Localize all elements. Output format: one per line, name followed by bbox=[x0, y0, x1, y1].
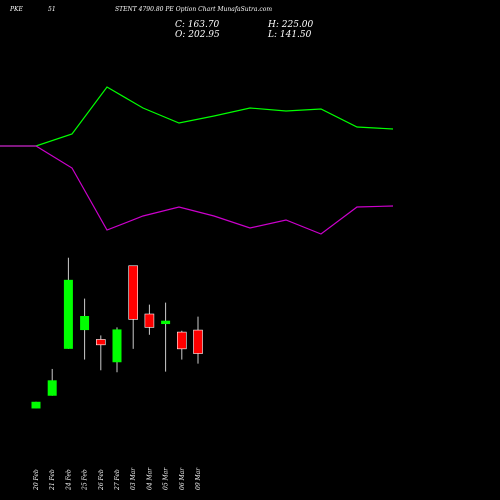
candle-body bbox=[144, 313, 155, 328]
candle-body bbox=[112, 329, 122, 363]
open-value-label: O: 202.95 bbox=[175, 30, 220, 40]
x-tick-label: 24 Feb bbox=[65, 469, 72, 491]
x-tick-label: 09 Mar bbox=[195, 467, 202, 490]
x-tick-label: 25 Feb bbox=[82, 469, 89, 491]
x-tick-label: 04 Mar bbox=[146, 467, 153, 490]
x-tick-label: 05 Mar bbox=[163, 467, 170, 490]
lower-band-line bbox=[0, 145, 394, 235]
high-value-label: H: 225.00 bbox=[267, 20, 314, 30]
candle-body bbox=[31, 401, 41, 409]
candles-group bbox=[31, 257, 203, 409]
low-value-label: L: 141.50 bbox=[267, 30, 312, 40]
x-tick-label: 06 Mar bbox=[179, 467, 186, 490]
x-tick-label: 27 Feb bbox=[114, 469, 121, 491]
upper-band-line bbox=[0, 86, 394, 147]
candle-body bbox=[161, 320, 171, 325]
x-tick-label: 20 Feb bbox=[33, 469, 40, 491]
candle-body bbox=[47, 380, 57, 396]
header-symbol: PKE bbox=[9, 6, 24, 13]
candle-body bbox=[193, 329, 203, 354]
chart-title: STENT 4790.80 PE Option Chart MunafaSutr… bbox=[115, 6, 272, 13]
x-tick-label: 26 Feb bbox=[98, 469, 105, 491]
candle-body bbox=[96, 339, 106, 346]
candle-body bbox=[80, 316, 90, 331]
x-axis-tick-labels: 20 Feb 21 Feb 24 Feb 25 Feb 26 Feb 27 Feb 03 M… bbox=[33, 467, 202, 491]
header-51: 51 bbox=[48, 6, 56, 13]
candle-body bbox=[128, 265, 138, 320]
candle-body bbox=[63, 279, 73, 349]
x-tick-label: 21 Feb bbox=[49, 469, 56, 491]
close-value-label: C: 163.70 bbox=[175, 20, 220, 30]
x-tick-label: 03 Mar bbox=[130, 467, 137, 490]
candle-body bbox=[177, 331, 187, 350]
